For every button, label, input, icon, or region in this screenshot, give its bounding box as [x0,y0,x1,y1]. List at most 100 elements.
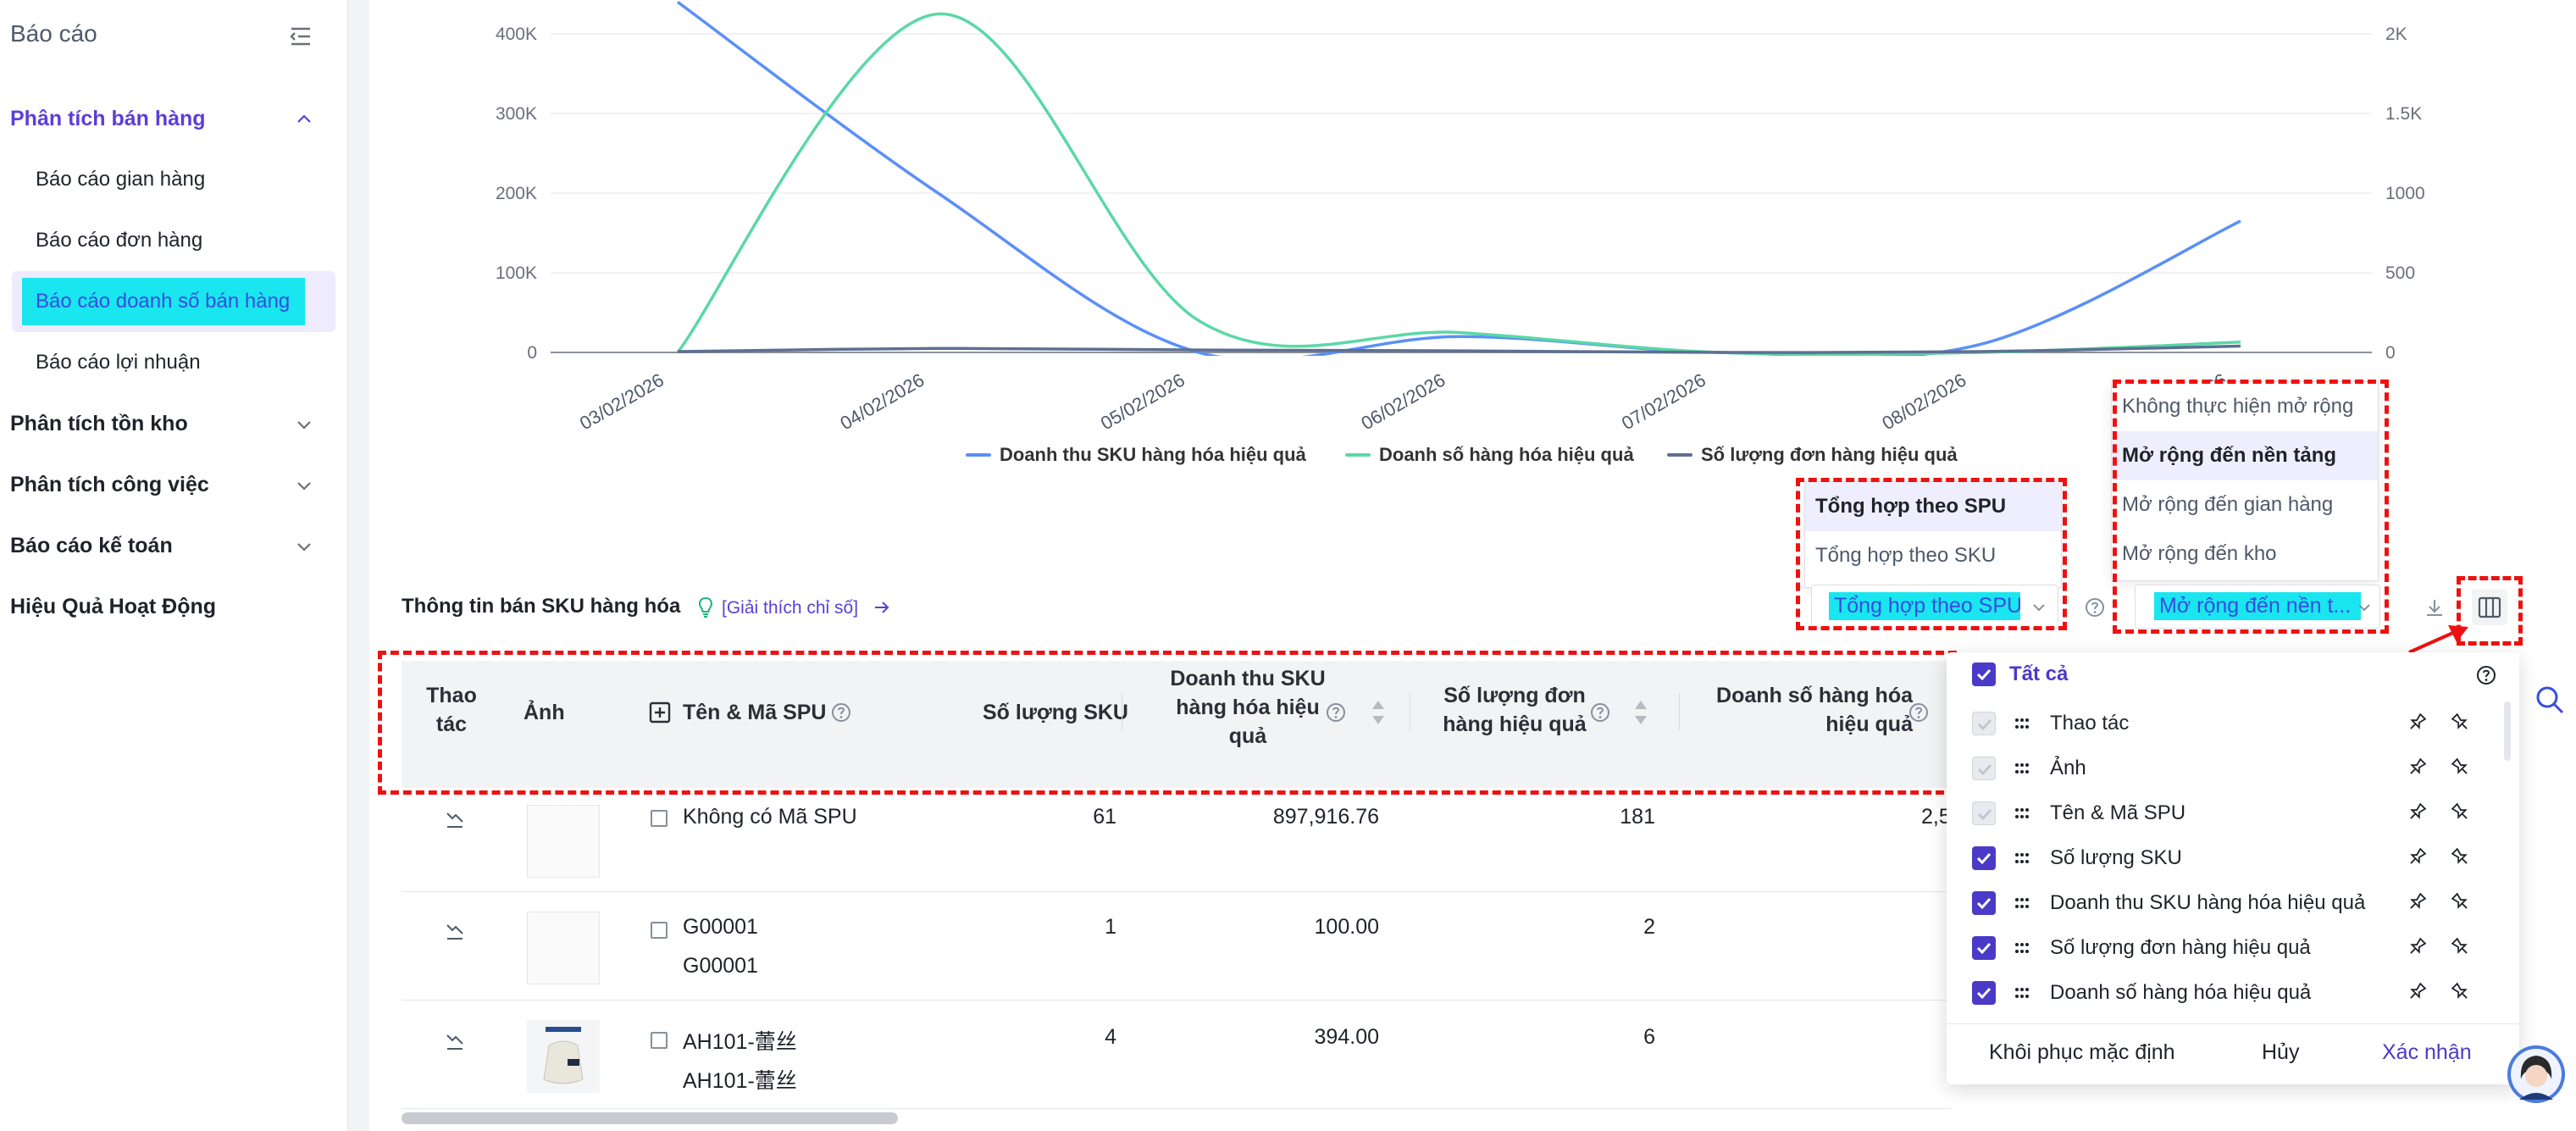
column-option[interactable]: Số lượng đơn hàng hiệu quả [1947,926,2502,971]
pin-right-icon[interactable] [2450,757,2472,779]
avatar[interactable] [2507,1045,2565,1103]
confirm-button[interactable]: Xác nhận [2382,1040,2472,1064]
drag-handle-icon[interactable] [2013,805,2031,823]
column-checkbox[interactable] [1972,891,1996,915]
orders-cell: 181 [1620,805,1655,829]
drag-handle-icon[interactable] [2013,895,2031,913]
drag-handle-icon[interactable] [2013,940,2031,958]
revenue-cell: 394.00 [1314,1025,1379,1049]
column-option[interactable]: Doanh số hàng hóa hiệu quả [1947,971,2502,1016]
pin-right-icon[interactable] [2450,846,2472,868]
chevron-up-icon[interactable] [295,110,313,129]
chevron-down-icon[interactable] [295,415,313,434]
help-circle-icon[interactable] [2084,596,2106,618]
column-option[interactable]: Thao tác [1947,701,2502,746]
trend-action-icon[interactable] [442,807,468,832]
aggregate-select[interactable]: Tổng hợp theo SPU [1811,585,2058,629]
annotation-arrow-icon [2408,625,2468,654]
column-settings-button[interactable] [2472,590,2507,625]
column-option[interactable]: Tên & Mã SPU [1947,791,2502,836]
sidebar-group-inventory-analysis[interactable]: Phân tích tồn kho [10,412,188,435]
drag-handle-icon[interactable] [2013,984,2031,1003]
collapse-menu-icon[interactable] [286,22,315,51]
pin-left-icon[interactable] [2406,801,2428,823]
table-row[interactable]: Không có Mã SPU 61 897,916.76 181 2,5 [402,796,1952,891]
aggregate-option-sku[interactable]: Tổng hợp theo SKU [1815,544,1997,567]
sort-icon[interactable] [1371,698,1386,727]
y-right-tick-label: 1.5K [2385,104,2422,124]
pin-right-icon[interactable] [2450,712,2472,734]
legend-item-orders[interactable]: Số lượng đơn hàng hiệu quả [1667,444,1958,466]
trend-action-icon[interactable] [442,918,468,944]
sidebar-group-sales-analysis[interactable]: Phân tích bán hàng [10,107,206,130]
cancel-button[interactable]: Hủy [2262,1040,2300,1064]
select-all-checkbox[interactable] [1972,663,1996,686]
column-checkbox[interactable] [1972,846,1996,870]
series-line-0 [676,0,2241,356]
pin-left-icon[interactable] [2406,981,2428,1003]
pin-left-icon[interactable] [2406,712,2428,734]
table-row[interactable]: G00001 G00001 1 100.00 2 [402,905,1952,1000]
pin-left-icon[interactable] [2406,936,2428,958]
annotation-box-expand [2113,380,2389,634]
column-checkbox[interactable] [1972,936,1996,960]
select-all-label[interactable]: Tất cả [2009,663,2069,685]
column-checkbox[interactable] [1972,981,1996,1005]
popup-scrollbar[interactable] [2504,701,2511,761]
chevron-down-icon[interactable] [295,537,313,556]
help-circle-icon[interactable] [1325,701,1347,724]
drag-handle-icon[interactable] [2013,850,2031,868]
column-option[interactable]: Doanh thu SKU hàng hóa hiệu quả [1947,881,2502,926]
series-line-2 [677,344,2241,354]
legend-item-revenue[interactable]: Doanh thu SKU hàng hóa hiệu quả [966,444,1306,466]
check-icon [1977,808,1992,821]
x-tick-label: 04/02/2026 [837,369,928,435]
sidebar-item-order-report[interactable]: Báo cáo đơn hàng [36,229,203,252]
drag-handle-icon[interactable] [2013,760,2031,779]
expand-option-platform[interactable]: Mở rộng đến nền tảng [2112,431,2378,480]
explain-metrics-link[interactable]: [Giải thích chỉ số] [722,598,859,618]
sidebar-group-work-analysis[interactable]: Phân tích công việc [10,473,209,496]
help-circle-icon[interactable] [1589,701,1611,724]
expand-row-icon[interactable] [651,922,668,939]
pin-right-icon[interactable] [2450,891,2472,913]
expand-row-icon[interactable] [651,810,668,827]
column-option[interactable]: Số lượng SKU [1947,836,2502,881]
arrow-right-icon[interactable] [873,598,891,617]
help-circle-icon[interactable] [2475,664,2497,686]
expand-row-icon[interactable] [651,1032,668,1049]
expand-all-icon[interactable] [649,701,671,724]
chevron-down-icon[interactable] [295,476,313,495]
column-option-label: Số lượng SKU [2050,846,2182,869]
column-option[interactable]: Ảnh [1947,746,2502,791]
pin-left-icon[interactable] [2406,891,2428,913]
sidebar-item-store-report[interactable]: Báo cáo gian hàng [36,168,206,191]
pin-right-icon[interactable] [2450,981,2472,1003]
horizontal-scrollbar[interactable] [402,1112,898,1124]
help-circle-icon[interactable] [830,701,852,724]
trend-action-icon[interactable] [442,1028,468,1054]
expand-select[interactable]: Mở rộng đến nền t... [2135,585,2380,629]
sidebar-group-operational-efficiency[interactable]: Hiệu Quả Hoạt Động [10,595,217,618]
expand-option-store[interactable]: Mở rộng đến gian hàng [2122,493,2334,516]
expand-option-warehouse[interactable]: Mở rộng đến kho [2122,542,2277,565]
sort-icon[interactable] [1633,698,1648,727]
pin-left-icon[interactable] [2406,846,2428,868]
expand-option-none[interactable]: Không thực hiện mở rộng [2122,395,2354,418]
help-circle-icon[interactable] [1908,701,1930,724]
pin-right-icon[interactable] [2450,936,2472,958]
y-left-tick-label: 100K [496,263,537,283]
sidebar-item-profit-report[interactable]: Báo cáo lợi nhuận [36,351,201,374]
column-option-label: Thao tác [2050,712,2130,735]
reset-default-button[interactable]: Khôi phục mặc định [1989,1040,2175,1064]
pin-left-icon[interactable] [2406,757,2428,779]
pin-right-icon[interactable] [2450,801,2472,823]
legend-item-sales[interactable]: Doanh số hàng hóa hiệu quả [1345,444,1634,466]
sidebar-item-sales-revenue-report[interactable]: Báo cáo doanh số bán hàng [36,290,291,313]
aggregate-option-spu[interactable]: Tổng hợp theo SPU [1805,482,2061,531]
drag-handle-icon[interactable] [2013,715,2031,734]
sidebar-group-accounting-report[interactable]: Báo cáo kế toán [10,534,173,557]
download-icon[interactable] [2423,596,2446,620]
table-row[interactable]: AH101-蕾丝 AH101-蕾丝 4 394.00 6 [402,1015,1952,1110]
search-icon[interactable] [2533,683,2567,717]
